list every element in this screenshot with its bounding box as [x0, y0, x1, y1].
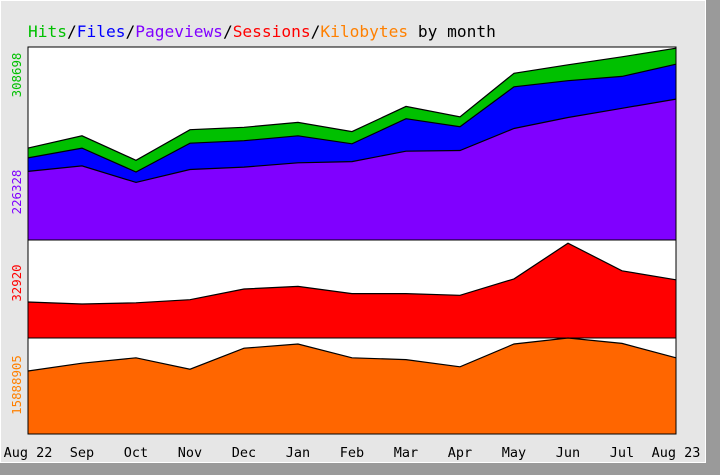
panel-sessions: 32920: [9, 239, 677, 339]
chart-title-part: /: [67, 22, 77, 41]
x-tick-label: Mar: [394, 445, 418, 461]
chart-title-part: Pageviews: [135, 22, 223, 41]
chart-title-part: by month: [408, 22, 496, 41]
x-tick-label: Dec: [232, 445, 256, 461]
panel-kilobytes: 15888905: [9, 337, 677, 435]
series-area-pageviews: [28, 99, 676, 240]
chart-panels: 308698 226328 32920 15888905: [9, 46, 677, 435]
chart-title-part: Kilobytes: [320, 22, 408, 41]
series-line-pageviews: [27, 98, 677, 184]
chart-title-part: /: [311, 22, 321, 41]
x-tick-label: Jul: [610, 445, 634, 461]
panel-hits-files-pageviews: 308698 226328: [9, 46, 677, 241]
y-axis-max-label: 226328: [9, 170, 24, 215]
x-tick-label: Nov: [178, 445, 202, 461]
x-tick-label: Jun: [556, 445, 580, 461]
x-tick-label: Jan: [286, 445, 310, 461]
series-line-files: [27, 63, 677, 173]
x-axis-tick-labels: Aug 22 Sep Oct Nov Dec Jan Feb Mar Apr May Jun Jul A…: [4, 445, 701, 461]
y-axis-max-label: 308698: [9, 53, 24, 98]
x-tick-label: Aug 23: [652, 445, 701, 461]
chart-bevel-shadow: [706, 0, 720, 475]
chart-bevel-shadow-bottom: [0, 463, 720, 475]
x-tick-label: Oct: [124, 445, 148, 461]
chart-title-text: Hits/Files/Pageviews/Sessions/Kilobytes …: [28, 22, 496, 41]
chart-title-part: Sessions: [233, 22, 311, 41]
series-area-sessions: [28, 243, 676, 338]
y-axis-max-label: 32920: [9, 264, 24, 301]
x-tick-label: Sep: [70, 445, 94, 461]
series-area-kilobytes: [28, 338, 676, 434]
y-axis-max-label: 15888905: [9, 355, 24, 415]
panel-border: [27, 337, 677, 435]
x-tick-label: Feb: [340, 445, 364, 461]
chart-title-part: /: [223, 22, 233, 41]
x-tick-label: May: [502, 445, 526, 461]
series-line-hits: [27, 47, 677, 161]
chart-title: Hits/Files/Pageviews/Sessions/Kilobytes …: [28, 22, 496, 41]
x-tick-label: Apr: [448, 445, 472, 461]
series-line-sessions: [27, 242, 677, 305]
chart-title-part: /: [125, 22, 135, 41]
chart-title-part: Files: [77, 22, 126, 41]
chart-title-part: Hits: [28, 22, 67, 41]
x-tick-label: Aug 22: [4, 445, 53, 461]
